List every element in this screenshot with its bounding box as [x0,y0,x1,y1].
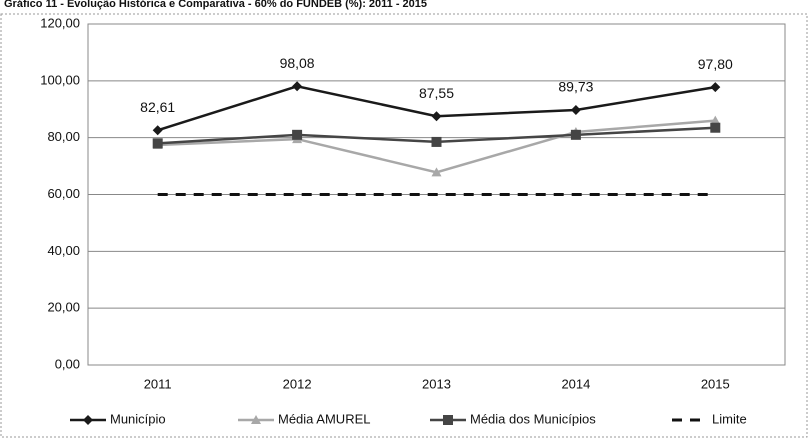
point [431,111,442,122]
point [710,82,721,93]
y-tick-label: 60,00 [47,186,80,201]
legend-marker [83,415,93,425]
point [570,105,581,116]
y-tick-label: 20,00 [47,300,80,315]
point [710,115,721,125]
point [152,125,163,136]
legend-label: Média dos Municípios [470,411,596,426]
data-label: 89,73 [558,79,593,95]
x-tick-label: 2014 [561,376,590,391]
y-tick-label: 80,00 [47,129,80,144]
legend-marker [443,415,453,425]
legend-label: Limite [712,411,747,426]
data-label: 87,55 [419,85,454,101]
legend-label: Média AMUREL [278,411,370,426]
point [292,129,303,140]
x-tick-label: 2011 [144,376,172,391]
y-tick-label: 0,00 [55,356,80,371]
legend-marker [251,415,261,424]
data-label: 98,08 [280,55,315,71]
x-tick-label: 2013 [422,376,451,391]
y-tick-label: 100,00 [40,72,80,87]
legend-label: Município [110,411,166,426]
chart-title: Gráfico 11 - Evolução Histórica e Compar… [4,0,427,10]
frame [0,13,808,438]
data-label: 82,61 [140,99,175,115]
point [570,129,581,140]
point [710,122,721,133]
y-tick-label: 40,00 [47,243,80,258]
y-tick-label: 120,00 [40,15,80,30]
point [431,136,442,147]
x-tick-label: 2015 [701,376,730,391]
x-tick-label: 2012 [283,376,312,391]
point [152,138,163,149]
point [292,81,303,92]
data-label: 97,80 [698,56,733,72]
point [431,167,442,177]
